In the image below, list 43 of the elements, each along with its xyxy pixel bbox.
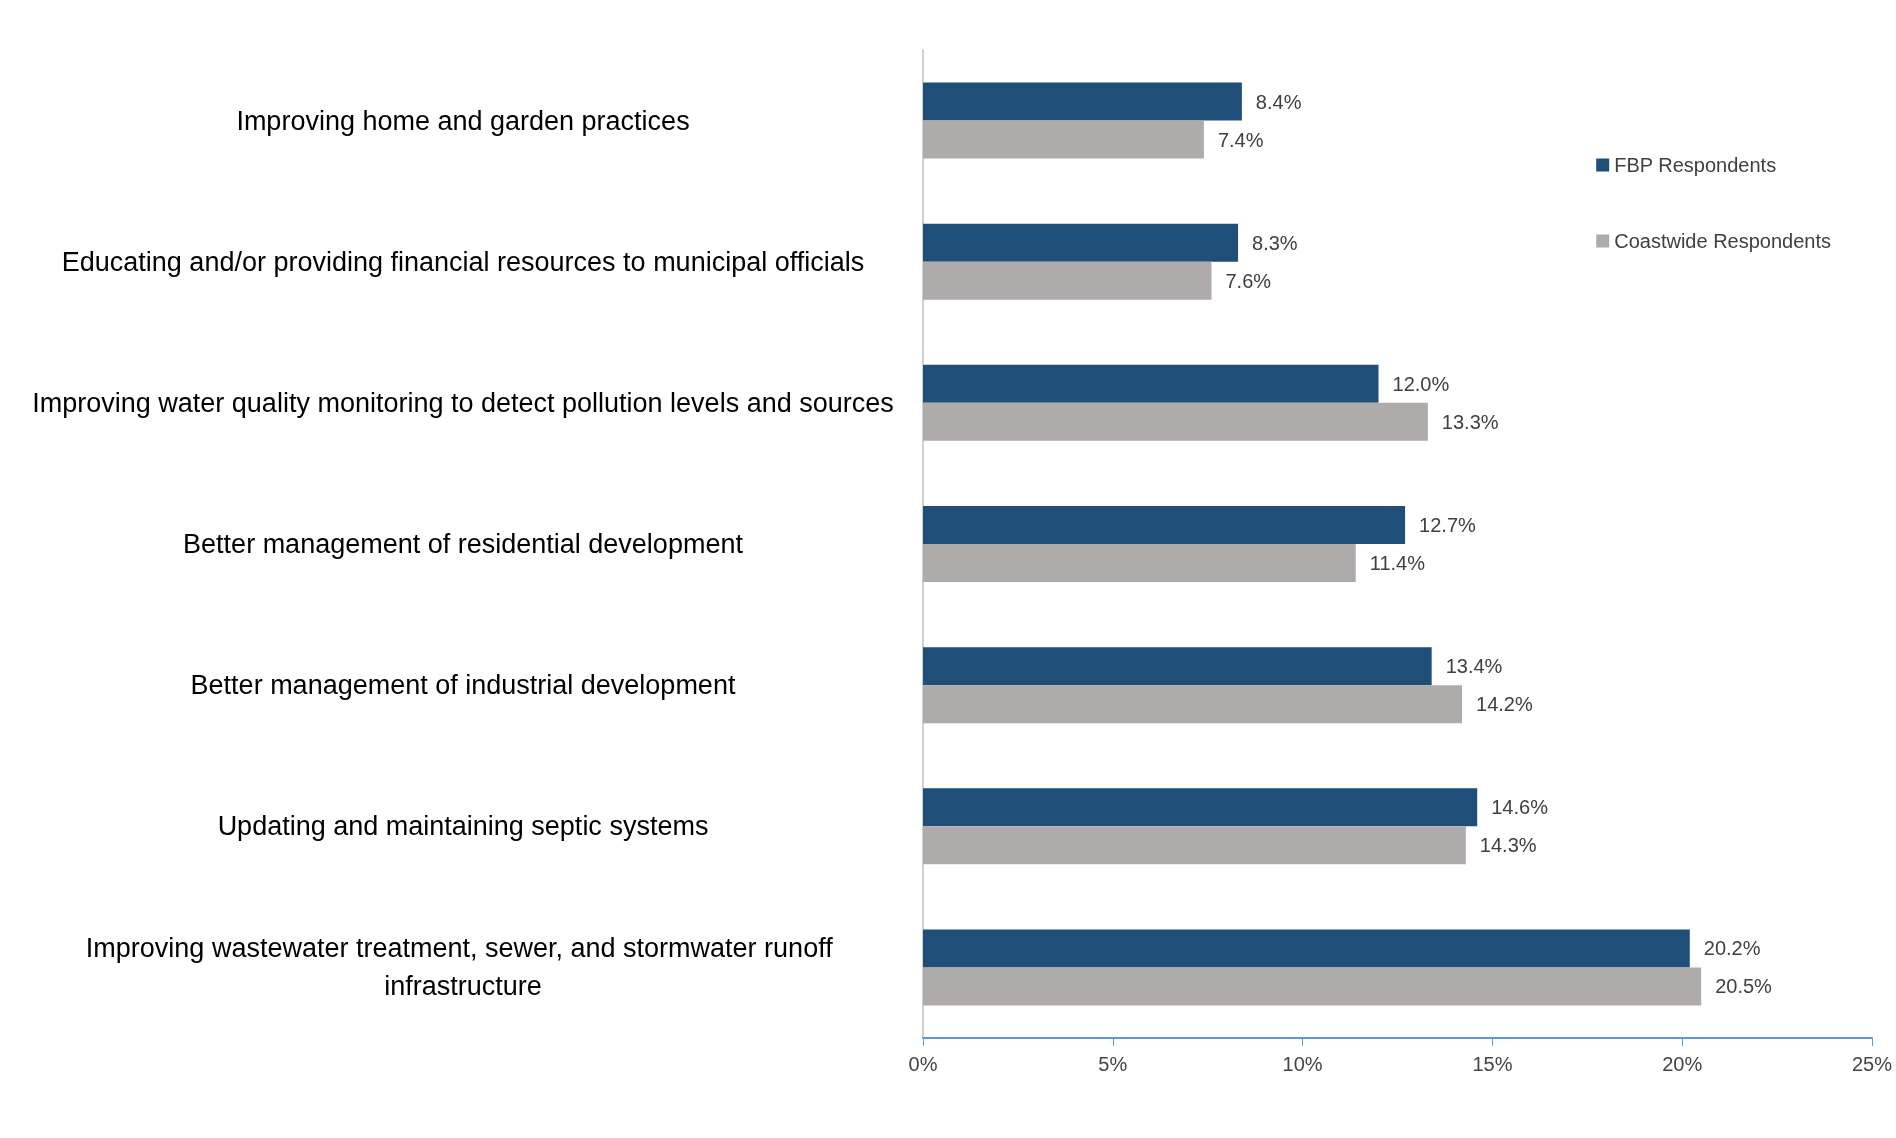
bar	[923, 261, 1212, 300]
bar	[923, 120, 1204, 159]
y-tick-label: Improving water quality monitoring to detect pollution levels and sources	[32, 387, 894, 418]
data-label: 8.4%	[1255, 90, 1302, 113]
bar	[923, 929, 1690, 968]
data-label: 14.6%	[1491, 796, 1549, 819]
data-label: 11.4%	[1369, 552, 1426, 574]
data-label: 13.3%	[1441, 410, 1499, 433]
bar	[923, 82, 1242, 121]
x-tick-label: 25%	[1851, 1053, 1893, 1075]
data-label: 13.4%	[1445, 655, 1503, 678]
data-label: 20.5%	[1715, 975, 1773, 998]
y-tick-label: Improving home and garden practices	[236, 105, 690, 136]
y-tick-label: Better management of industrial development	[190, 670, 736, 701]
bar	[923, 223, 1239, 262]
bar	[923, 967, 1702, 1006]
x-tick-label: 20%	[1662, 1053, 1703, 1075]
bar	[923, 402, 1428, 441]
x-tick-label: 5%	[1098, 1053, 1128, 1075]
data-label: 20.2%	[1703, 937, 1761, 960]
x-tick-label: 15%	[1472, 1053, 1513, 1075]
y-tick-label: Educating and/or providing financial resources to municipal officials	[61, 246, 865, 277]
bar	[923, 506, 1406, 544]
bar	[923, 826, 1466, 865]
x-tick-label: 0%	[908, 1053, 938, 1075]
data-label: 12.0%	[1392, 372, 1450, 395]
bar	[923, 685, 1463, 724]
bar	[923, 544, 1356, 582]
data-label: 8.3%	[1252, 231, 1298, 254]
legend-label: Coastwide Respondents	[1614, 230, 1831, 252]
y-tick-label: Better management of residential development	[183, 529, 744, 559]
data-label: 14.2%	[1476, 693, 1533, 716]
legend-label: FBP Respondents	[1614, 154, 1777, 176]
x-tick-label: 10%	[1282, 1053, 1323, 1075]
bar	[923, 647, 1432, 686]
bar	[923, 788, 1478, 827]
bar	[923, 364, 1379, 403]
data-label: 7.6%	[1225, 269, 1272, 292]
y-tick-label: Updating and maintaining septic systems	[217, 811, 709, 842]
data-label: 12.7%	[1419, 514, 1477, 536]
y-tick-label: Improving wastewater treatment, sewer, and stormwater runoff infrastructure	[85, 933, 841, 1002]
data-label: 7.4%	[1217, 128, 1264, 151]
data-label: 14.3%	[1479, 834, 1537, 857]
